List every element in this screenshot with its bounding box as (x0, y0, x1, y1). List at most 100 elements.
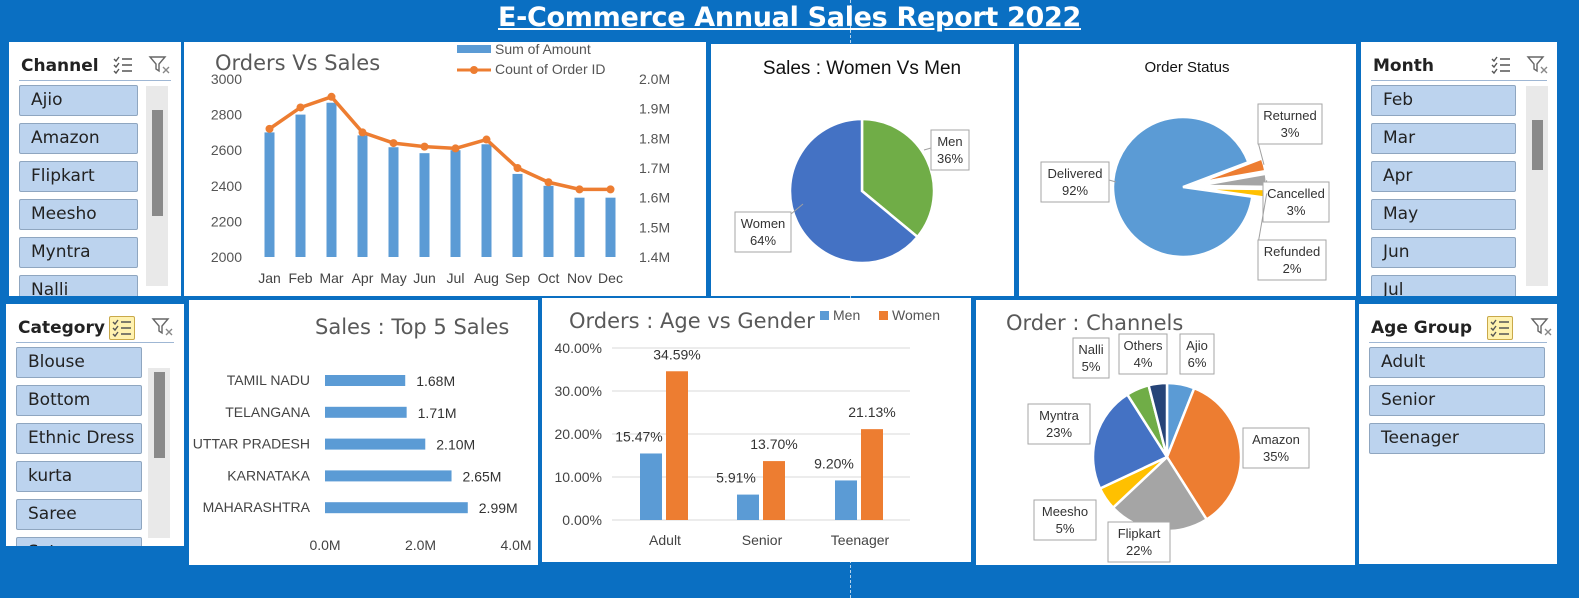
scrollbar-thumb[interactable] (152, 110, 163, 216)
data-label: 22% (1126, 543, 1152, 558)
bar (640, 453, 662, 520)
data-label: Flipkart (1118, 526, 1161, 541)
y-tick-label: 40.00% (555, 340, 602, 356)
multi-select-icon[interactable] (1487, 316, 1513, 340)
bar (264, 132, 275, 257)
slicer-title: Category (18, 318, 105, 338)
y-right-tick-label: 1.6M (639, 190, 670, 206)
y-right-tick-label: 1.8M (639, 130, 670, 146)
y-tick-label: 20.00% (555, 426, 602, 442)
slicer-item[interactable]: Amazon (19, 123, 138, 154)
y-left-tick-label: 2800 (211, 107, 242, 123)
scrollbar-track[interactable] (1526, 86, 1548, 286)
scrollbar-thumb[interactable] (1532, 120, 1543, 170)
order-status-chart[interactable]: Order Status Delivered 92% Returned 3% Cancel… (1019, 44, 1356, 296)
y-left-tick-label: 3000 (211, 71, 242, 87)
slicer-item[interactable]: Flipkart (19, 161, 138, 192)
multi-select-icon[interactable] (1489, 54, 1513, 76)
data-label: 2.99M (479, 500, 518, 516)
legend-label: Men (833, 307, 860, 323)
x-tick-label: Nov (567, 270, 592, 286)
data-label: 2% (1283, 261, 1302, 276)
slicer-item[interactable]: Set (16, 537, 142, 546)
slicer-item[interactable]: Nalli (19, 275, 138, 296)
multi-select-icon[interactable] (111, 54, 135, 76)
x-tick-label: Adult (649, 532, 681, 548)
top5-sales-svg: Sales : Top 5 Sales TAMIL NADU 1.68M TELANG… (193, 315, 532, 553)
slicer-item[interactable]: Apr (1371, 161, 1516, 192)
scrollbar-track[interactable] (146, 86, 168, 286)
clear-filter-icon[interactable] (150, 316, 174, 338)
y-tick-label: TAMIL NADU (227, 372, 310, 388)
data-label: 13.70% (750, 436, 797, 452)
callout-leader (1108, 179, 1117, 183)
multi-select-icon[interactable] (109, 316, 135, 340)
legend-swatch (457, 45, 491, 53)
data-label: 5% (1082, 359, 1101, 374)
data-label: Nalli (1078, 342, 1103, 357)
data-label: Ajio (1186, 338, 1208, 353)
orders-vs-sales-chart[interactable]: Orders Vs Sales 2000 2200 2400 2600 2800 3000 1… (184, 42, 706, 296)
x-tick-label: 0.0M (309, 537, 340, 553)
callout-box (1107, 521, 1171, 563)
bar (574, 197, 585, 257)
x-tick-label: Feb (288, 270, 312, 286)
sales-gender-svg: Sales : Women Vs Men Men 36% Women 64% (734, 58, 970, 265)
clear-filter-icon[interactable] (1529, 316, 1553, 338)
order-status-svg: Order Status Delivered 92% Returned 3% Cancel… (1040, 59, 1330, 281)
clear-filter-icon[interactable] (147, 54, 171, 76)
scrollbar-thumb[interactable] (154, 372, 165, 458)
bar (666, 371, 688, 520)
slicer-item[interactable]: Adult (1369, 347, 1545, 378)
top5-sales-chart[interactable]: Sales : Top 5 Sales TAMIL NADU 1.68M TELANG… (189, 300, 538, 565)
chart-title: Orders : Age vs Gender (569, 309, 815, 333)
slicer-item[interactable]: Myntra (19, 237, 138, 268)
slicer-item[interactable]: May (1371, 199, 1516, 230)
callout-box (1118, 333, 1168, 375)
line-point (544, 178, 553, 187)
bar (325, 375, 406, 386)
slicer-item[interactable]: Blouse (16, 347, 142, 378)
bar (325, 502, 468, 514)
line-point (606, 185, 615, 194)
slicer-item[interactable]: Ajio (19, 85, 138, 116)
pie-slice (1147, 381, 1169, 458)
slicer-item[interactable]: Jun (1371, 237, 1516, 268)
y-left-tick-label: 2600 (211, 142, 242, 158)
slicer-item[interactable]: kurta (16, 461, 142, 492)
chart-title: Sales : Top 5 Sales (315, 315, 509, 339)
slicer-item[interactable]: Meesho (19, 199, 138, 230)
clear-filter-icon[interactable] (1525, 54, 1549, 76)
bar (737, 494, 759, 520)
sales-gender-chart[interactable]: Sales : Women Vs Men Men 36% Women 64% (711, 44, 1014, 296)
category-slicer: Category Blouse Bottom Ethnic Dress kurta Sa… (6, 304, 184, 546)
legend-swatch (820, 311, 829, 320)
order-channels-chart[interactable]: Order : Channels Ajio 6% Amazon 35% Flipkart 2… (976, 300, 1355, 565)
x-tick-label: Jun (413, 270, 436, 286)
data-label: 23% (1046, 425, 1072, 440)
slicer-item[interactable]: Feb (1371, 85, 1516, 116)
chart-title: Orders Vs Sales (215, 51, 380, 75)
slicer-item[interactable]: Mar (1371, 123, 1516, 154)
y-tick-label: MAHARASHTRA (203, 499, 311, 515)
scrollbar-track[interactable] (148, 368, 170, 538)
data-label: 9.20% (814, 455, 854, 471)
y-left-tick-label: 2000 (211, 249, 242, 265)
slicer-item[interactable]: Teenager (1369, 423, 1545, 454)
pie-slice (860, 117, 936, 239)
age-gender-chart[interactable]: Orders : Age vs Gender Men Women 0.00% 10.00… (542, 298, 971, 562)
y-tick-label: KARNATAKA (227, 467, 310, 483)
data-label: Delivered (1048, 166, 1103, 181)
slicer-item[interactable]: Ethnic Dress (16, 423, 142, 454)
slicer-item[interactable]: Jul (1371, 275, 1516, 296)
bar (419, 153, 430, 257)
x-tick-label: Apr (352, 270, 374, 286)
slicer-item[interactable]: Senior (1369, 385, 1545, 416)
data-label: 36% (937, 151, 963, 166)
slicer-item[interactable]: Bottom (16, 385, 142, 416)
data-label: Women (741, 216, 786, 231)
y-right-tick-label: 1.4M (639, 249, 670, 265)
callout-box (1257, 103, 1323, 145)
slicer-item[interactable]: Saree (16, 499, 142, 530)
